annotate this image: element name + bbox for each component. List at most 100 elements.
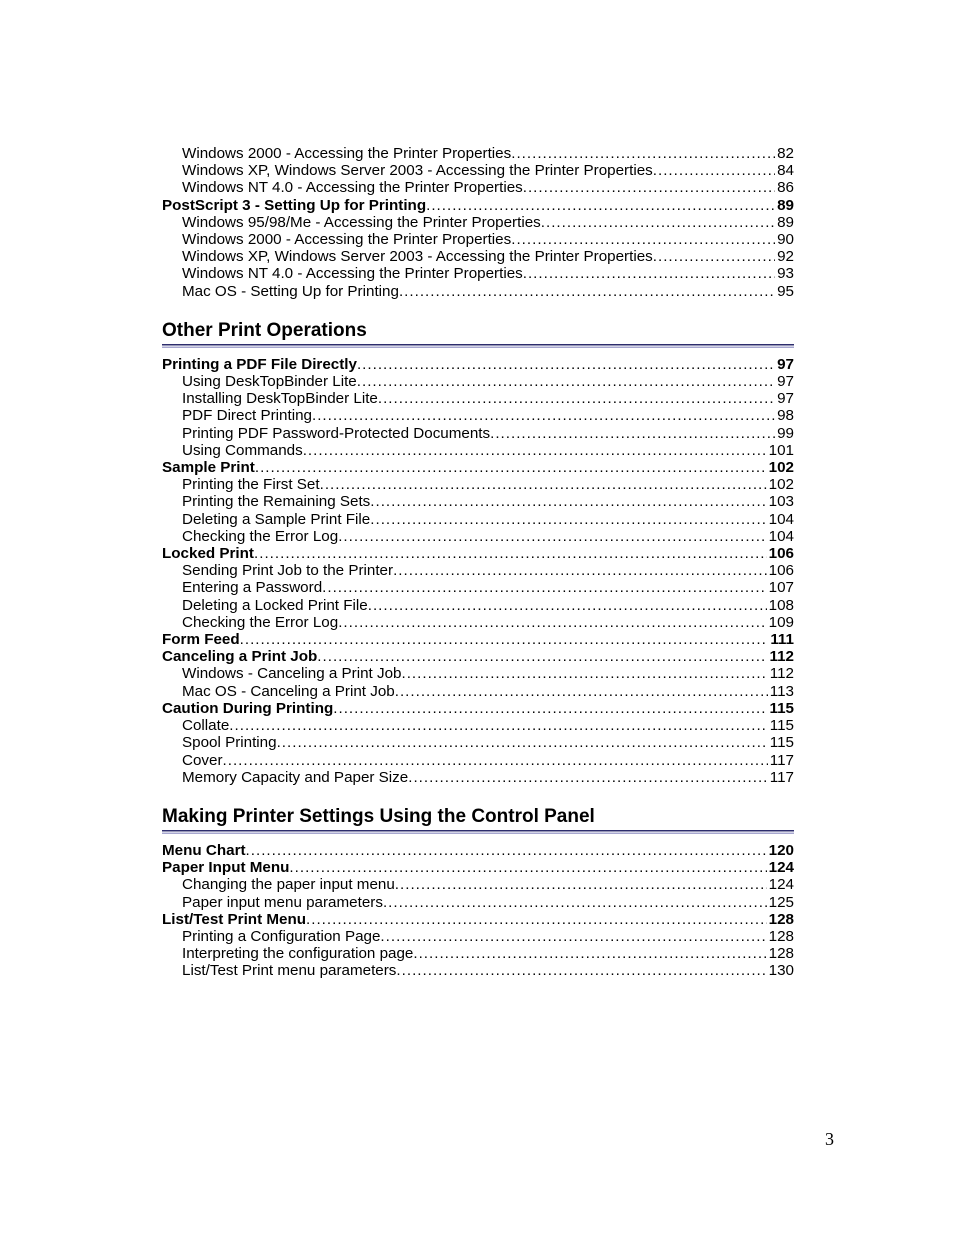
- toc-entry-page: 115: [768, 718, 794, 733]
- toc-leader-dots: [523, 266, 775, 281]
- toc-entry-page: 130: [767, 963, 794, 978]
- toc-sub-row: Collate115: [162, 717, 794, 734]
- toc-sub-row: Windows XP, Windows Server 2003 - Access…: [162, 248, 794, 265]
- toc-entry-page: 115: [767, 701, 794, 716]
- toc-entry-title: Sending Print Job to the Printer: [182, 563, 393, 578]
- toc-sub-row: Mac OS - Setting Up for Printing95: [162, 283, 794, 300]
- toc-entry-title: Windows - Canceling a Print Job: [182, 666, 401, 681]
- toc-sub-row: Spool Printing 115: [162, 734, 794, 751]
- toc-section-row: Form Feed111: [162, 631, 794, 648]
- toc-sub-row: Windows 2000 - Accessing the Printer Pro…: [162, 145, 794, 162]
- toc-sub-row: Deleting a Sample Print File104: [162, 511, 794, 528]
- toc-entry-title: List/Test Print menu parameters: [182, 963, 396, 978]
- toc-entry-title: Caution During Printing: [162, 701, 333, 716]
- toc-pre-block: Windows 2000 - Accessing the Printer Pro…: [162, 145, 794, 300]
- toc-entry-page: 115: [768, 735, 794, 750]
- toc-leader-dots: [312, 408, 775, 423]
- toc-entry-title: Sample Print: [162, 460, 255, 475]
- toc-leader-dots: [541, 215, 775, 230]
- toc-leader-dots: [370, 494, 766, 509]
- toc-entry-page: 95: [775, 284, 794, 299]
- toc-sections-block: Other Print Operations Printing a PDF Fil…: [162, 320, 794, 980]
- toc-leader-dots: [383, 895, 767, 910]
- toc-section-row: Printing a PDF File Directly 97: [162, 356, 794, 373]
- toc-sub-row: PDF Direct Printing98: [162, 407, 794, 424]
- toc-section-row: Caution During Printing 115: [162, 700, 794, 717]
- toc-leader-dots: [511, 232, 775, 247]
- toc-leader-dots: [395, 877, 767, 892]
- toc-leader-dots: [303, 443, 767, 458]
- toc-sub-row: Paper input menu parameters 125: [162, 894, 794, 911]
- toc-leader-dots: [306, 912, 767, 927]
- toc-section-row: Sample Print102: [162, 459, 794, 476]
- toc-entry-page: 90: [775, 232, 794, 247]
- toc-leader-dots: [254, 546, 767, 561]
- toc-leader-dots: [317, 649, 767, 664]
- toc-sub-row: Printing a Configuration Page 128: [162, 928, 794, 945]
- toc-entry-page: 82: [775, 146, 794, 161]
- toc-entry-page: 102: [767, 477, 794, 492]
- toc-leader-dots: [490, 426, 775, 441]
- toc-leader-dots: [399, 284, 775, 299]
- toc-sub-row: Windows - Canceling a Print Job 112: [162, 665, 794, 682]
- toc-entry-page: 113: [768, 684, 794, 699]
- toc-leader-dots: [523, 180, 775, 195]
- toc-leader-dots: [370, 512, 766, 527]
- toc-entry-title: Deleting a Locked Print File: [182, 598, 368, 613]
- toc-entry-page: 128: [767, 929, 794, 944]
- toc-entry-page: 125: [767, 895, 794, 910]
- toc-entry-title: Printing a Configuration Page: [182, 929, 380, 944]
- toc-entry-title: Printing the First Set: [182, 477, 320, 492]
- toc-leader-dots: [368, 598, 767, 613]
- toc-entry-page: 117: [768, 753, 794, 768]
- toc-sub-row: Windows XP, Windows Server 2003 - Access…: [162, 162, 794, 179]
- toc-sub-row: Printing the Remaining Sets103: [162, 493, 794, 510]
- toc-leader-dots: [229, 718, 768, 733]
- toc-sub-row: Windows 2000 - Accessing the Printer Pro…: [162, 231, 794, 248]
- toc-entry-title: Printing a PDF File Directly: [162, 357, 357, 372]
- toc-entry-page: 112: [767, 649, 794, 664]
- toc-entry-title: Mac OS - Canceling a Print Job: [182, 684, 395, 699]
- section-heading: Other Print Operations: [162, 320, 794, 342]
- toc-leader-dots: [395, 684, 768, 699]
- toc-entry-title: Menu Chart: [162, 843, 246, 858]
- toc-entry-title: Canceling a Print Job: [162, 649, 317, 664]
- toc-entry-title: Spool Printing: [182, 735, 277, 750]
- toc-entry-page: 111: [768, 632, 794, 647]
- toc-entry-page: 108: [767, 598, 794, 613]
- toc-sub-row: Changing the paper input menu124: [162, 876, 794, 893]
- toc-entry-title: Locked Print: [162, 546, 254, 561]
- toc-leader-dots: [322, 580, 767, 595]
- toc-leader-dots: [255, 460, 767, 475]
- toc-sub-row: Checking the Error Log104: [162, 528, 794, 545]
- toc-entry-title: Windows XP, Windows Server 2003 - Access…: [182, 163, 653, 178]
- toc-leader-dots: [378, 391, 775, 406]
- toc-sub-row: Cover 117: [162, 752, 794, 769]
- toc-entry-page: 112: [768, 666, 794, 681]
- toc-page: Windows 2000 - Accessing the Printer Pro…: [0, 0, 954, 1235]
- toc-entry-title: List/Test Print Menu: [162, 912, 306, 927]
- toc-entry-title: Windows NT 4.0 - Accessing the Printer P…: [182, 180, 523, 195]
- toc-leader-dots: [357, 374, 775, 389]
- toc-entry-page: 106: [767, 563, 794, 578]
- toc-leader-dots: [401, 666, 767, 681]
- toc-entry-page: 98: [775, 408, 794, 423]
- toc-sub-row: Printing PDF Password-Protected Document…: [162, 425, 794, 442]
- toc-entry-page: 89: [775, 198, 794, 213]
- toc-entry-title: Cover: [182, 753, 223, 768]
- toc-entry-title: Memory Capacity and Paper Size: [182, 770, 408, 785]
- toc-entry-title: PostScript 3 - Setting Up for Printing: [162, 198, 426, 213]
- toc-sub-row: Printing the First Set 102: [162, 476, 794, 493]
- toc-entry-title: Checking the Error Log: [182, 615, 338, 630]
- toc-entry-page: 104: [767, 529, 794, 544]
- toc-leader-dots: [653, 249, 775, 264]
- toc-entry-page: 97: [775, 357, 794, 372]
- toc-sub-row: Interpreting the configuration page128: [162, 945, 794, 962]
- toc-leader-dots: [338, 615, 766, 630]
- toc-entry-page: 92: [775, 249, 794, 264]
- toc-entry-title: Windows 2000 - Accessing the Printer Pro…: [182, 232, 511, 247]
- toc-entry-page: 93: [775, 266, 794, 281]
- toc-entry-page: 84: [775, 163, 794, 178]
- toc-entry-title: Windows XP, Windows Server 2003 - Access…: [182, 249, 653, 264]
- toc-entry-title: Paper input menu parameters: [182, 895, 383, 910]
